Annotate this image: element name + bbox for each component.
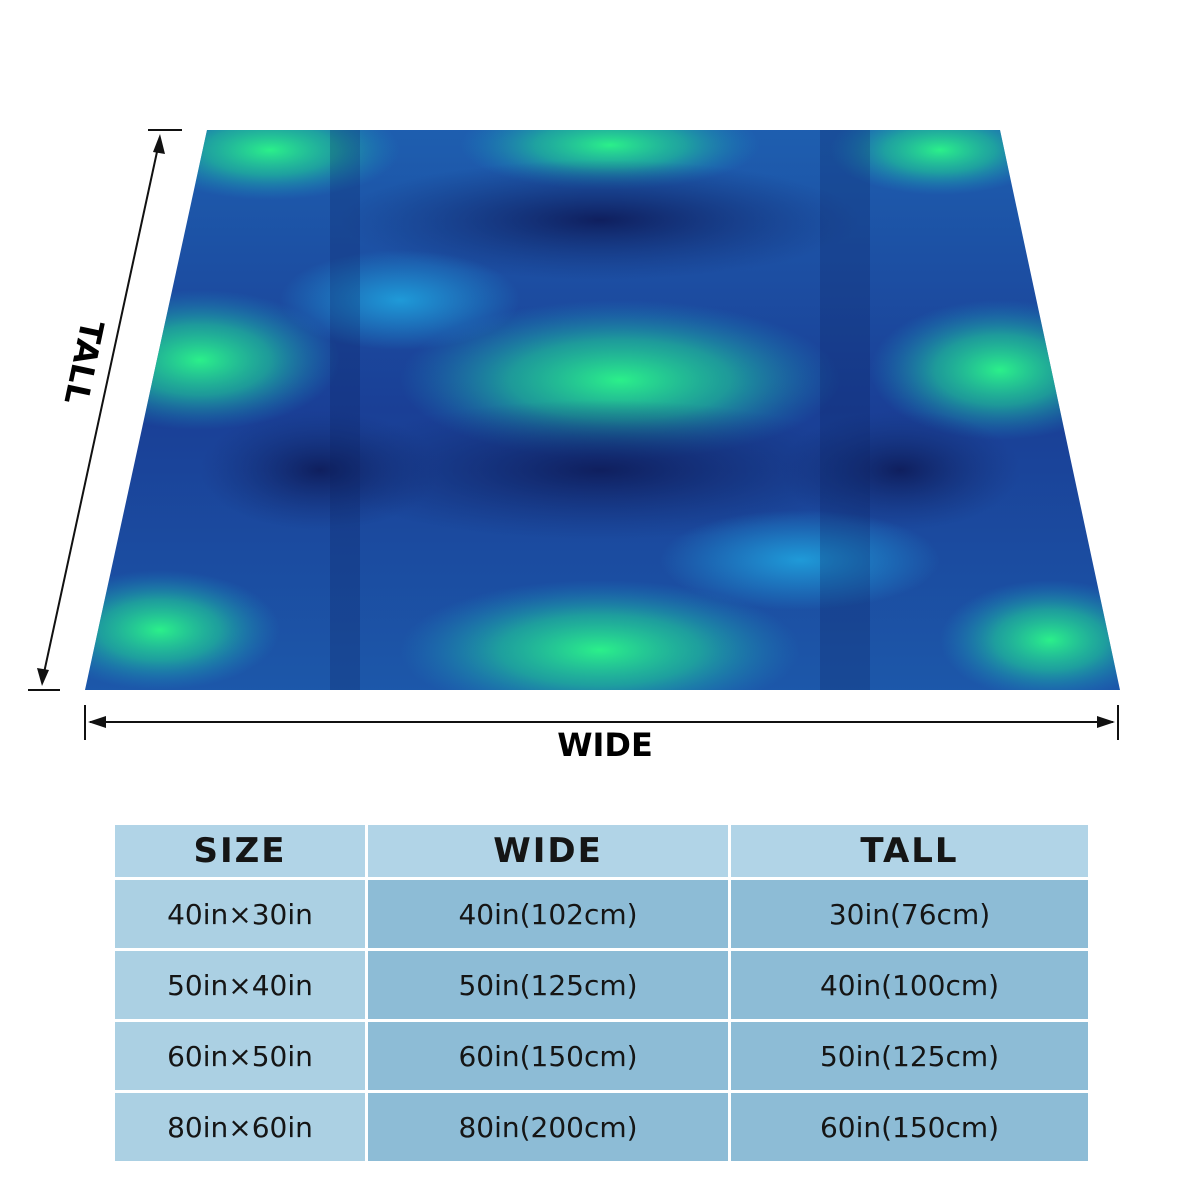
table-cell: 50in(125cm)	[368, 951, 728, 1019]
table-cell: 60in(150cm)	[368, 1022, 728, 1090]
blanket-diagram: TALL WIDE	[28, 129, 1120, 764]
table-cell: 80in(200cm)	[368, 1093, 728, 1161]
table-cell: 80in×60in	[115, 1093, 365, 1161]
table-cell: 30in(76cm)	[731, 880, 1088, 948]
header-cell: SIZE	[115, 825, 365, 877]
header-cell: WIDE	[368, 825, 728, 877]
table-cell: 40in(102cm)	[368, 880, 728, 948]
size-table: SIZE WIDE TALL 40in×30in 40in(102cm) 30in(76c…	[115, 825, 1088, 1161]
table-cell: 40in(100cm)	[731, 951, 1088, 1019]
wide-label: WIDE	[557, 726, 653, 764]
tall-label: TALL	[57, 317, 112, 408]
table-cell: 60in×50in	[115, 1022, 365, 1090]
dimension-arrows	[28, 129, 1119, 740]
blanket	[85, 130, 1120, 690]
table-cell: 50in×40in	[115, 951, 365, 1019]
table-cell: 50in(125cm)	[731, 1022, 1088, 1090]
table-cell: 40in×30in	[115, 880, 365, 948]
header-cell: TALL	[731, 825, 1088, 877]
table-cell: 60in(150cm)	[731, 1093, 1088, 1161]
